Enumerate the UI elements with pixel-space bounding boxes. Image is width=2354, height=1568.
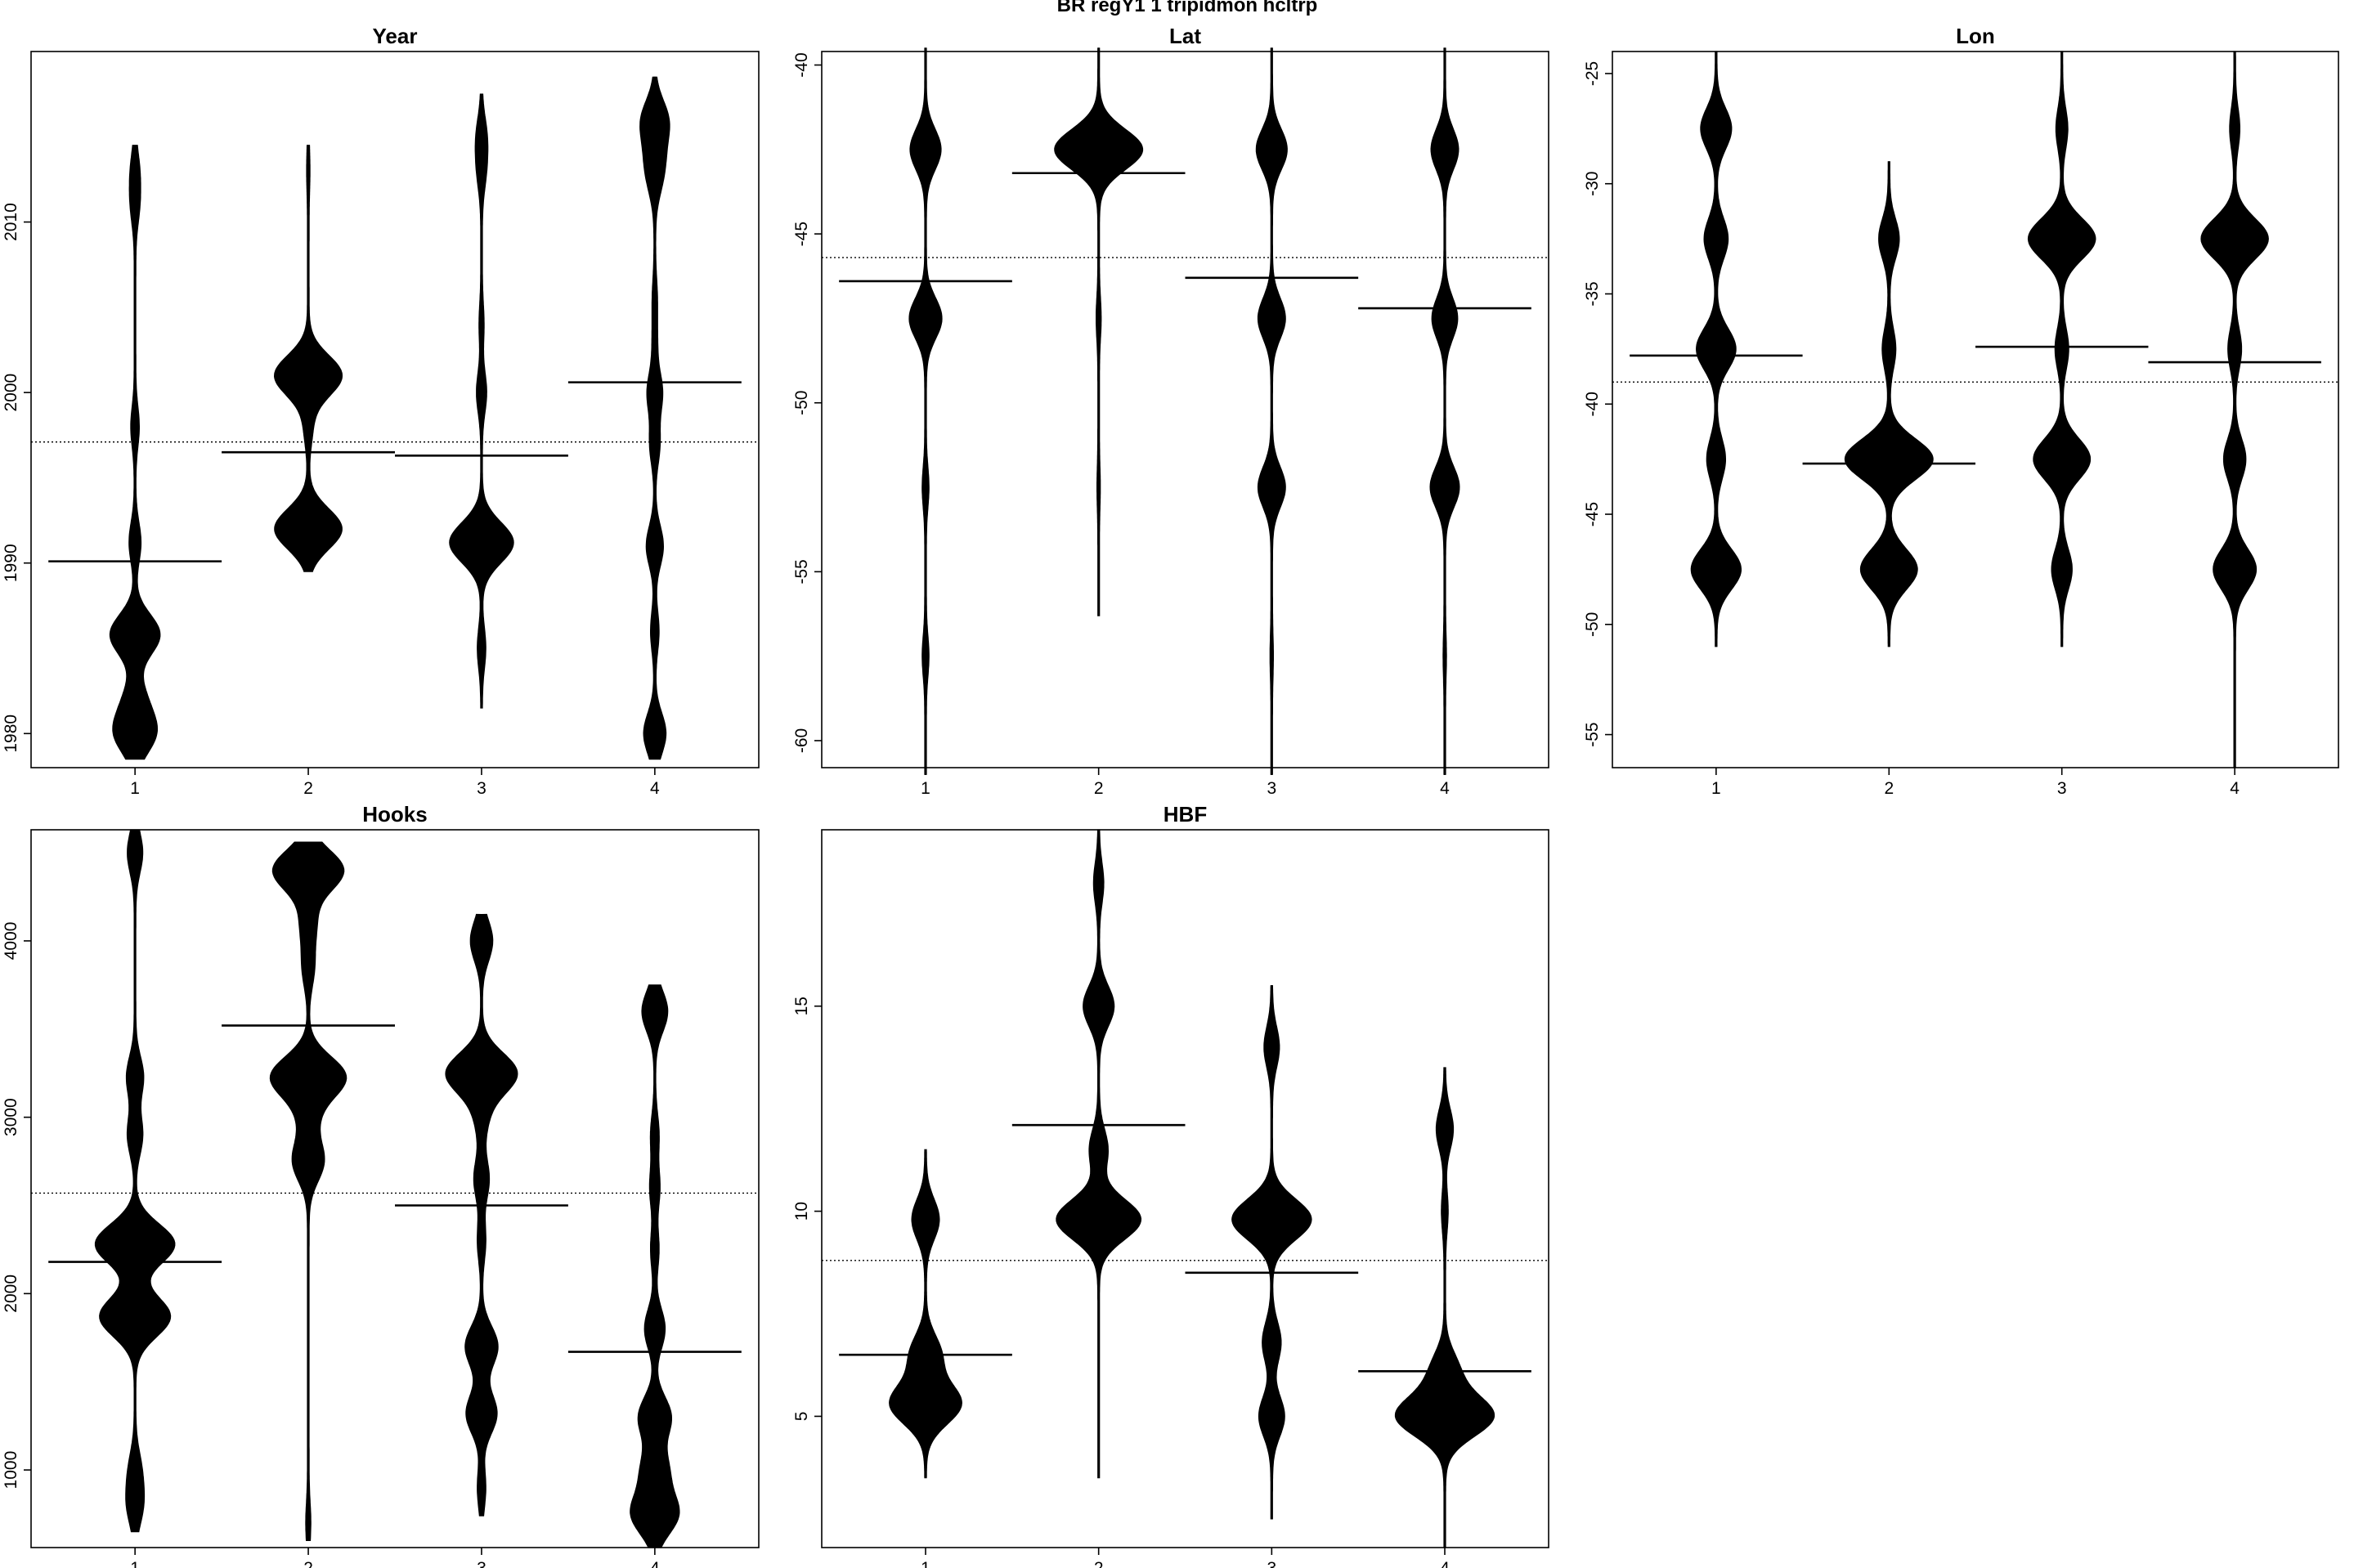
y-tick-label: 1000 — [2, 1451, 20, 1490]
violin-2 — [1056, 829, 1142, 1479]
x-tick-label: 4 — [2230, 779, 2240, 798]
violin-3 — [449, 93, 514, 709]
x-tick-label: 1 — [130, 1559, 140, 1568]
x-tick-label: 1 — [1711, 779, 1721, 798]
x-tick-label: 1 — [921, 779, 930, 798]
y-tick-label: -60 — [792, 728, 811, 753]
violin-2 — [269, 841, 347, 1542]
y-tick-label: -45 — [1583, 502, 1602, 526]
x-tick-label: 4 — [650, 1559, 660, 1568]
y-tick-label: 4000 — [2, 922, 20, 961]
x-tick-label: 1 — [130, 779, 140, 798]
violin-4 — [630, 984, 680, 1548]
y-tick-label: -55 — [1583, 722, 1602, 746]
y-tick-label: 10 — [792, 1202, 811, 1221]
y-tick-label: 1990 — [2, 544, 20, 582]
violin-4 — [1394, 1067, 1495, 1548]
plot-frame — [821, 829, 1549, 1548]
y-tick-label: 15 — [792, 997, 811, 1015]
violin-3 — [445, 913, 518, 1516]
x-tick-label: 3 — [1267, 779, 1276, 798]
x-tick-label: 3 — [477, 1559, 486, 1568]
panel-lon: Lon -55 -50 -45 -40 -35 -30 -25 1 2 3 4 — [1583, 24, 2339, 798]
x-tick-label: 2 — [1094, 779, 1104, 798]
panel-title: Lon — [1956, 24, 1995, 48]
x-tick-label: 2 — [1094, 1559, 1104, 1568]
panel-title: Year — [373, 24, 418, 48]
x-tick-label: 1 — [921, 1559, 930, 1568]
x-tick-label: 2 — [1884, 779, 1894, 798]
violin-3 — [1231, 985, 1312, 1520]
violin-3 — [2027, 51, 2096, 647]
y-tick-label: 3000 — [2, 1098, 20, 1136]
violin-2 — [1054, 47, 1144, 616]
panel-lat: Lat -60 -55 -50 -45 -40 1 2 3 4 — [792, 24, 1549, 798]
plot-frame — [1612, 51, 2339, 768]
x-tick-label: 4 — [1440, 1559, 1450, 1568]
panel-hbf: HBF 5 10 15 1 2 3 4 — [792, 802, 1549, 1568]
y-tick-label: -50 — [1583, 612, 1602, 637]
y-tick-label: 2000 — [2, 374, 20, 412]
y-tick-label: -30 — [1583, 172, 1602, 196]
plot-frame — [821, 51, 1549, 768]
violin-3 — [1255, 47, 1288, 775]
x-tick-label: 4 — [1440, 779, 1450, 798]
violin-4 — [1429, 47, 1460, 775]
x-tick-label: 2 — [303, 779, 313, 798]
y-tick-label: -50 — [792, 391, 811, 415]
violin-2 — [1844, 161, 1934, 647]
violin-4 — [639, 76, 670, 760]
y-tick-label: 2000 — [2, 1275, 20, 1313]
y-tick-label: -40 — [1583, 392, 1602, 416]
violin-1 — [109, 145, 161, 760]
panel-year: Year 1980 1990 2000 2010 1 2 3 4 — [2, 24, 760, 798]
panel-title: Lat — [1169, 24, 1201, 48]
violin-1 — [908, 47, 943, 775]
plot-frame — [30, 51, 760, 768]
violin-2 — [273, 145, 343, 572]
violin-4 — [2200, 51, 2269, 768]
figure-title: BR regY1 1 tripidmon hcltrp — [1057, 0, 1318, 16]
panel-title: Hooks — [362, 802, 427, 827]
violin-1 — [889, 1149, 962, 1479]
violin-1 — [94, 829, 176, 1533]
panel-hooks: Hooks 1000 2000 3000 4000 1 2 3 4 — [2, 802, 760, 1568]
x-tick-label: 3 — [2057, 779, 2067, 798]
x-tick-label: 3 — [1267, 1559, 1276, 1568]
y-tick-label: -25 — [1583, 61, 1602, 86]
panel-title: HBF — [1164, 802, 1207, 827]
x-tick-label: 2 — [303, 1559, 313, 1568]
y-tick-label: -40 — [792, 52, 811, 77]
y-tick-label: -45 — [792, 222, 811, 246]
x-tick-label: 3 — [477, 779, 486, 798]
plot-frame — [30, 829, 760, 1548]
y-tick-label: -55 — [792, 559, 811, 584]
y-tick-label: 2010 — [2, 203, 20, 241]
y-tick-label: -35 — [1583, 281, 1602, 306]
y-tick-label: 5 — [792, 1412, 811, 1422]
x-tick-label: 4 — [650, 779, 660, 798]
y-tick-label: 1980 — [2, 715, 20, 753]
violin-1 — [1690, 51, 1742, 647]
